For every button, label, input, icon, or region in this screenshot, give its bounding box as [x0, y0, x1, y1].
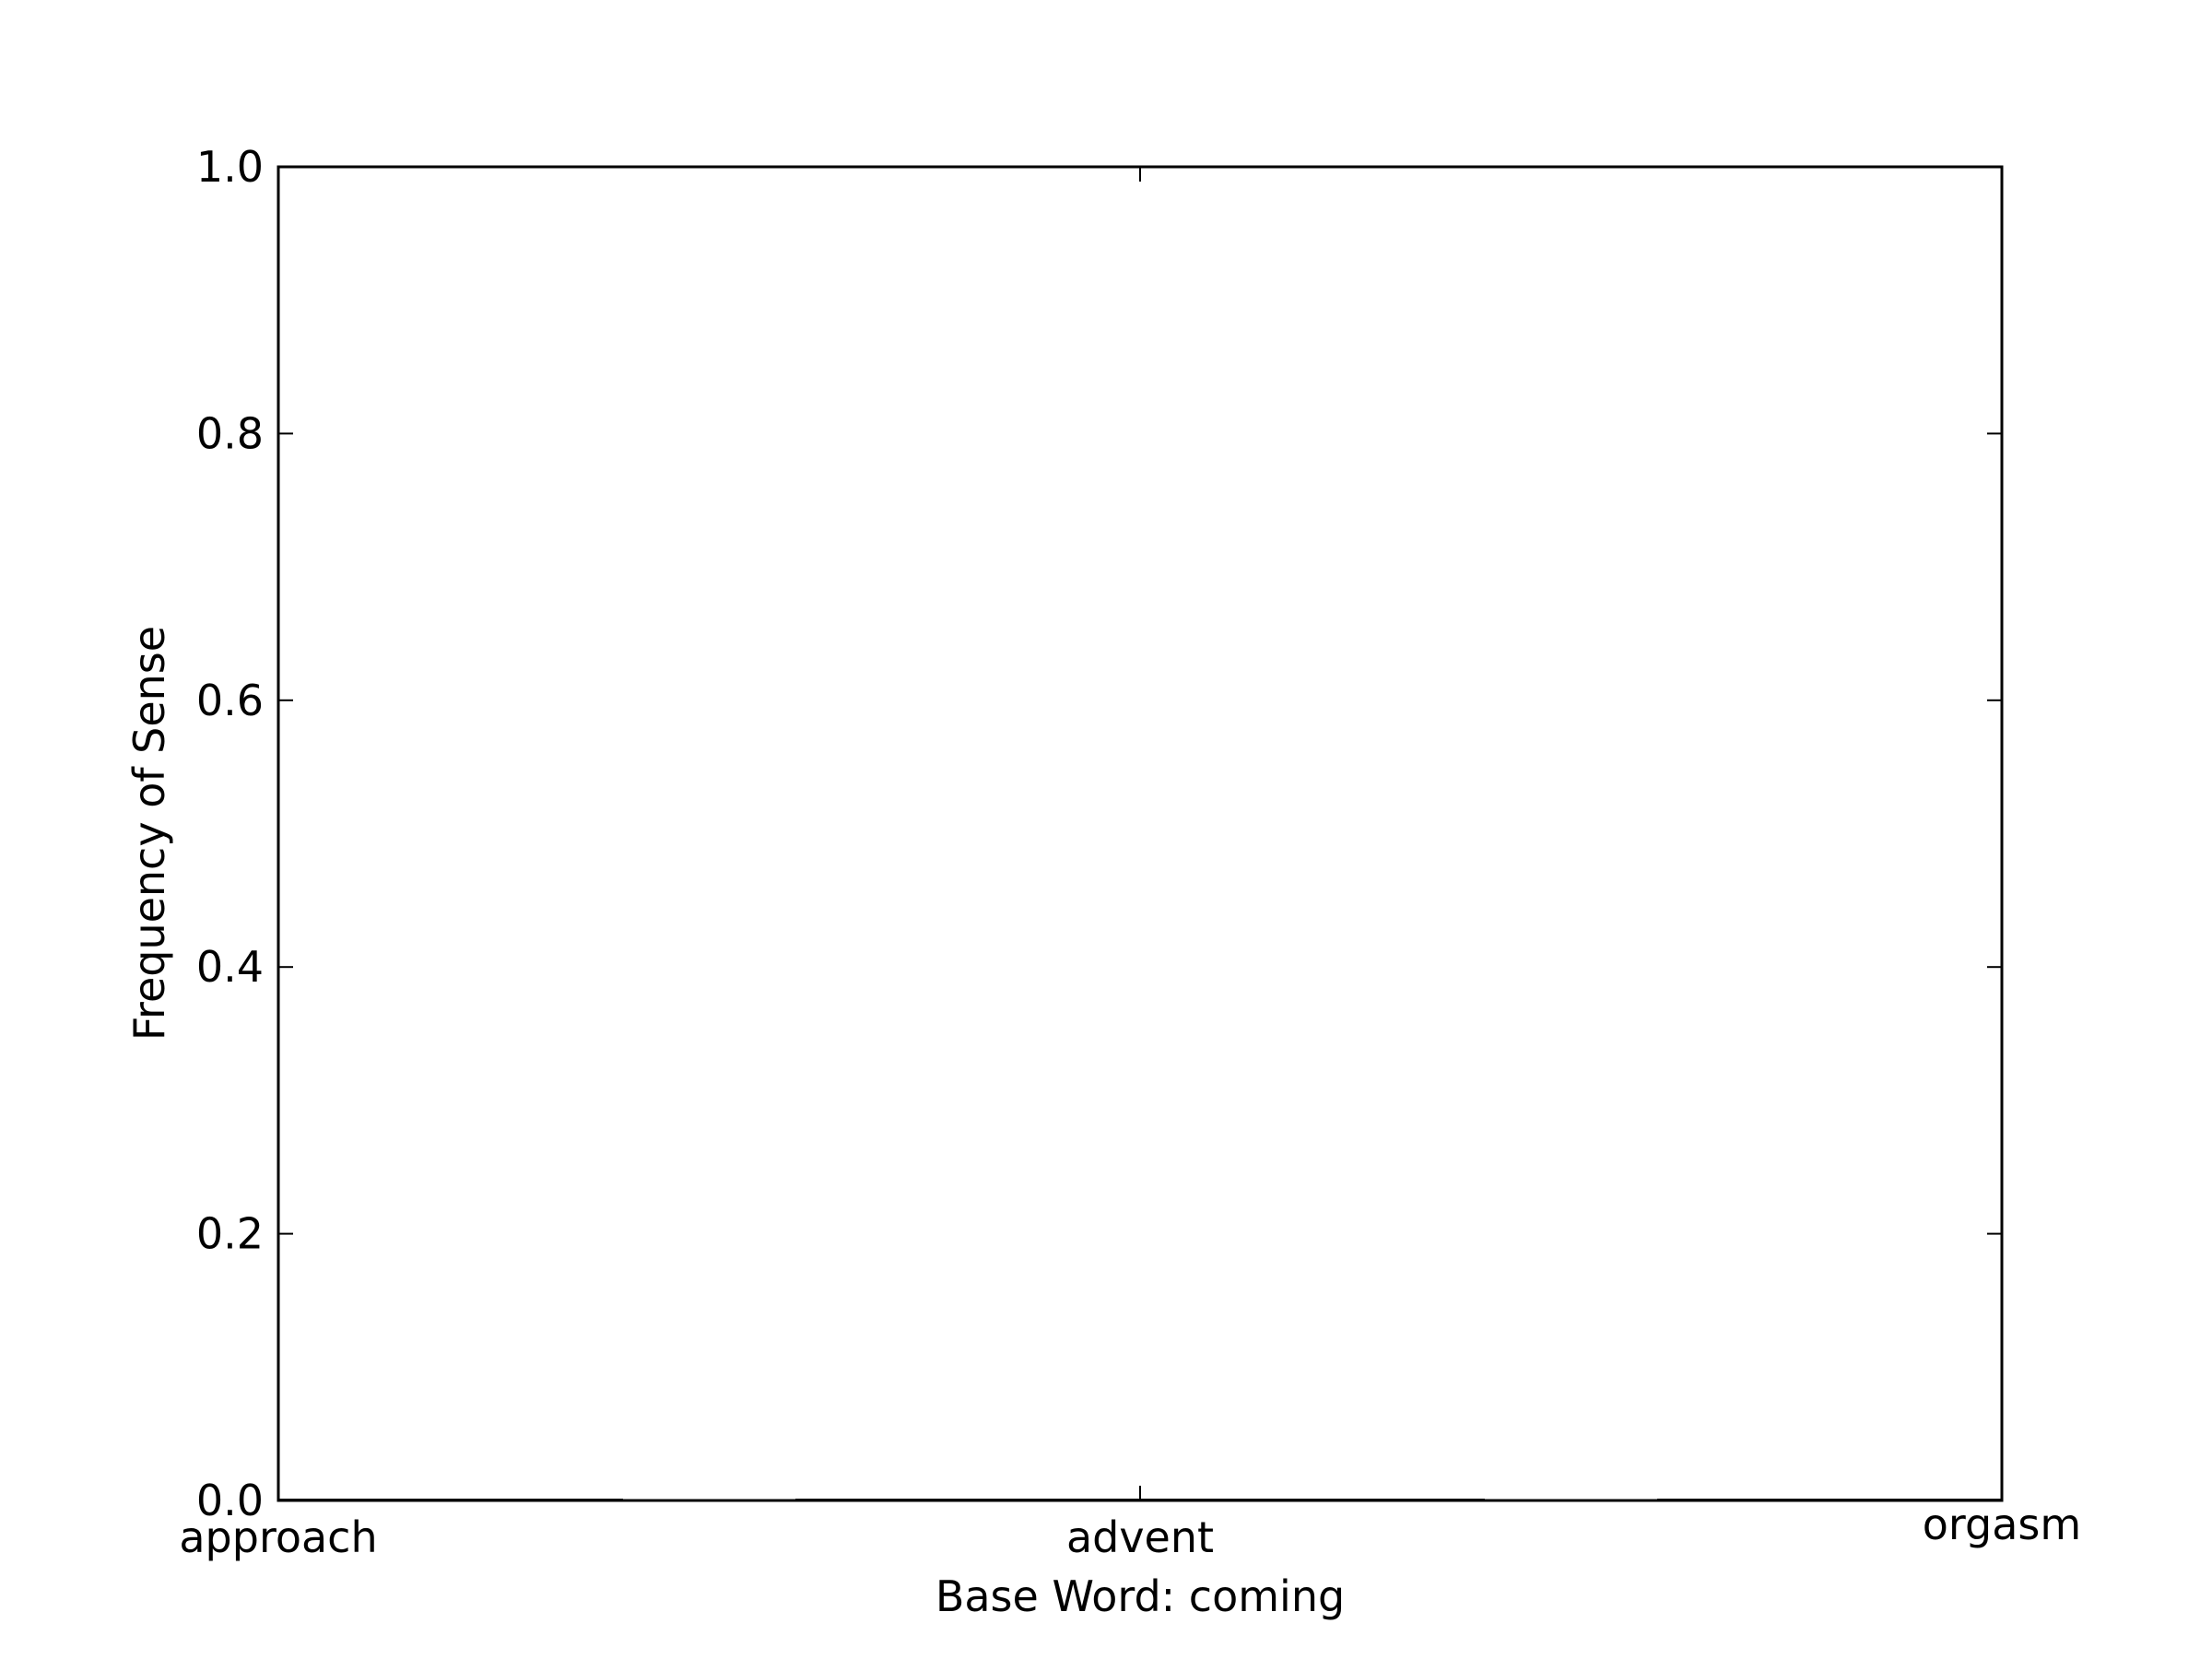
x-tick-label: orgasm — [1923, 1500, 2081, 1549]
y-tick-label: 0.0 — [196, 1476, 264, 1525]
x-tick-label: advent — [1066, 1512, 1214, 1562]
x-axis-label: Base Word: coming — [935, 1571, 1345, 1621]
y-tick-label: 0.4 — [196, 942, 264, 992]
bar-advent — [795, 1499, 1485, 1500]
y-tick-label: 0.6 — [196, 676, 264, 725]
bar-orgasm — [1657, 1499, 2002, 1500]
y-axis-label: Frequency of Sense — [124, 626, 174, 1041]
x-ticks: approach advent orgasm — [179, 167, 2081, 1562]
y-tick-label: 0.8 — [196, 408, 264, 458]
y-ticks: 0.0 0.2 0.4 0.6 0.8 1.0 — [196, 142, 2002, 1525]
x-tick-label: approach — [179, 1512, 377, 1562]
bars — [278, 1499, 2002, 1500]
plot-area: 0.0 0.2 0.4 0.6 0.8 1.0 approach advent orgasm — [179, 142, 2081, 1562]
y-tick-label: 1.0 — [196, 142, 264, 192]
y-tick-label: 0.2 — [196, 1209, 264, 1259]
bar-approach — [278, 1499, 623, 1500]
